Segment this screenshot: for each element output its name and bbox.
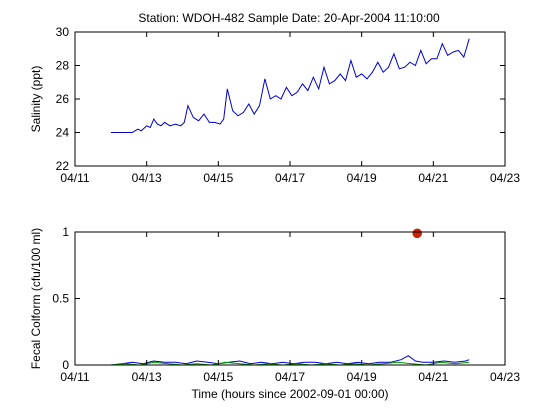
fecal-coliform-y-axis-label: Fecal Colform (cfu/100 ml) [29,228,43,369]
fecal-coliform-x-tick-label-3: 04/17 [275,370,305,384]
salinity-series-line-0 [110,38,470,133]
salinity-x-tick-label-1: 04/13 [132,171,162,185]
salinity-y-tick-label-1: 24 [56,126,70,140]
fecal-coliform-x-tick-label-1: 04/13 [132,370,162,384]
salinity-x-tick-label-2: 04/15 [203,171,233,185]
salinity-y-tick-label-0: 22 [56,159,70,173]
salinity-series-group [110,38,470,133]
fecal-coliform-x-tick-label-0: 04/11 [60,370,89,384]
fecal-coliform-x-tick-label-4: 04/19 [347,370,377,384]
salinity-x-tick-label-4: 04/19 [347,171,377,185]
fecal-coliform-series-group [110,228,470,366]
fecal-coliform-y-tick-label-2: 1 [62,225,69,239]
fecal-coliform-y-tick-label-0: 0 [62,358,69,372]
salinity-x-tick-label-3: 04/17 [275,171,305,185]
salinity-plot: 04/11 04/13 04/15 04/17 04/19 04/21 04/23 22 24 2… [29,25,520,185]
fecal-coliform-x-tick-label-5: 04/21 [418,370,448,384]
fecal-coliform-ticks-group: 04/11 04/13 04/15 04/17 04/19 04/21 04/23 0 0.5 1 [52,225,520,384]
chart-title: Station: WDOH-482 Sample Date: 20-Apr-20… [138,11,440,25]
salinity-y-tick-label-3: 28 [56,59,70,73]
time-x-axis-label: Time (hours since 2002-09-01 00:00) [192,387,389,401]
fecal-coliform-y-tick-label-1: 0.5 [52,292,69,306]
salinity-x-tick-label-5: 04/21 [418,171,448,185]
salinity-x-tick-label-6: 04/23 [490,171,520,185]
salinity-y-tick-label-4: 30 [56,25,70,39]
salinity-ticks-group: 04/11 04/13 04/15 04/17 04/19 04/21 04/23 22 24 2… [56,25,521,185]
salinity-y-tick-label-2: 26 [56,92,70,106]
fecal-coliform-sample-point-0 [412,228,422,239]
fecal-coliform-x-tick-label-6: 04/23 [490,370,520,384]
salinity-x-tick-label-0: 04/11 [60,171,89,185]
fecal-coliform-axes-box [74,231,506,366]
fecal-coliform-x-tick-label-2: 04/15 [203,370,233,384]
fecal-coliform-series-line-0 [110,355,470,366]
fecal-coliform-plot: 04/11 04/13 04/15 04/17 04/19 04/21 04/23 0 0.5 1… [29,225,520,401]
salinity-axes-box [74,31,506,167]
salinity-y-axis-label: Salinity (ppt) [29,66,43,133]
